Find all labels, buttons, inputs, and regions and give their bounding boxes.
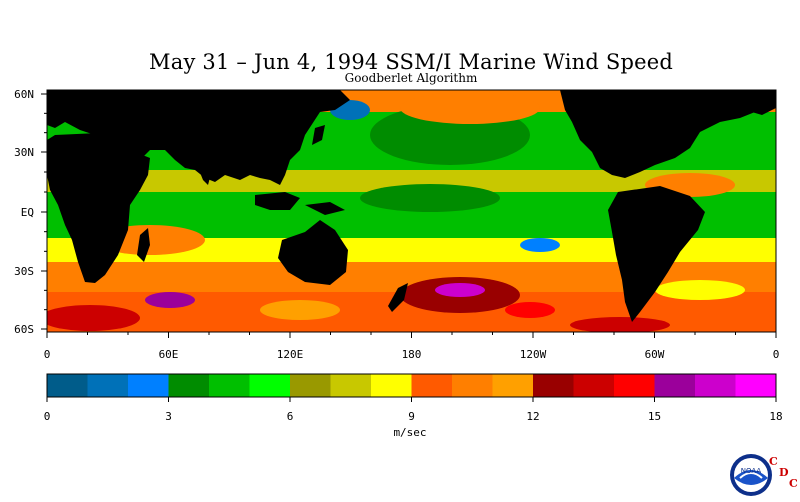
patch-south-atlantic: [655, 280, 745, 300]
land-madagascar: [137, 228, 150, 262]
noaa-logo-text: NOAA: [741, 467, 762, 475]
noaa-logo: NOAA: [728, 452, 776, 502]
colorbar-swatch-3: [168, 374, 210, 397]
lon-label-5: 60W: [645, 348, 665, 361]
colorbar-swatch-16: [695, 374, 736, 397]
lon-label-6: 0: [773, 348, 780, 361]
land-greenland: [740, 90, 776, 115]
colorbar-swatch-8: [371, 374, 412, 397]
lon-label-1: 60E: [159, 348, 179, 361]
lat-label-1: 30N: [14, 146, 34, 159]
colorbar-swatch-14: [614, 374, 655, 397]
map-subtitle: Goodberlet Algorithm: [344, 71, 478, 85]
colorbar-label-2: 6: [287, 410, 294, 423]
patch-drake-passage: [570, 317, 670, 332]
noaa-emblem-icon: NOAA: [730, 454, 772, 496]
patch-south-indian-peak: [145, 292, 195, 308]
lon-label-2: 120E: [277, 348, 304, 361]
colorbar-swatch-5: [249, 374, 291, 397]
colorbar: 0 3 6 9 12 15 18: [44, 373, 783, 423]
map-title: May 31 – Jun 4, 1994 SSM/I Marine Wind S…: [149, 50, 673, 74]
colorbar-label-3: 9: [408, 410, 415, 423]
patch-east-pacific-calm: [520, 238, 560, 252]
cdc-letter-d: D: [779, 466, 789, 479]
latitude-axis: 60N 30N EQ 30S 60S: [14, 88, 47, 336]
land-africa: [47, 132, 150, 283]
colorbar-swatch-1: [87, 374, 129, 397]
lon-label-3: 180: [402, 348, 422, 361]
land-new-zealand: [388, 283, 408, 312]
colorbar-label-1: 3: [165, 410, 172, 423]
lon-label-4: 120W: [520, 348, 547, 361]
patch-south-of-australia: [260, 300, 340, 320]
cdc-letter-c1: C: [769, 455, 778, 468]
lat-label-3: 30S: [14, 265, 34, 278]
land-europe-asia: [47, 90, 350, 185]
land-borneo-indonesia: [255, 192, 300, 210]
colorbar-swatch-12: [533, 374, 574, 397]
land-india: [197, 150, 215, 185]
longitude-axis: 0 60E 120E 180 120W 60W 0: [44, 332, 780, 361]
patch-north-pacific-westerlies: [400, 92, 540, 124]
colorbar-swatch-10: [452, 374, 493, 397]
patch-west-pacific: [360, 184, 500, 212]
colorbar-label-6: 18: [769, 410, 782, 423]
colorbar-swatch-11: [492, 374, 534, 397]
colorbar-swatch-9: [411, 374, 453, 397]
land-south-america: [608, 186, 705, 322]
lat-label-2: EQ: [21, 206, 34, 219]
patch-south-pacific-gust: [505, 302, 555, 318]
colorbar-swatch-4: [209, 374, 250, 397]
lon-label-0: 0: [44, 348, 51, 361]
colorbar-swatch-2: [128, 374, 169, 397]
land-north-america: [560, 90, 776, 178]
land-new-guinea: [305, 202, 345, 215]
cdc-letter-c2: C: [789, 477, 798, 490]
colorbar-unit-label: m/sec: [393, 426, 427, 439]
land-masses: [47, 90, 776, 322]
colorbar-swatch-0: [47, 374, 88, 397]
colorbar-swatch-7: [330, 374, 372, 397]
colorbar-swatch-17: [735, 374, 777, 397]
land-japan: [312, 125, 325, 145]
land-australia: [278, 220, 348, 285]
colorbar-swatch-6: [290, 374, 331, 397]
colorbar-label-4: 12: [526, 410, 539, 423]
colorbar-swatch-13: [573, 374, 615, 397]
lat-label-4: 60S: [14, 323, 34, 336]
patch-south-pacific-peak: [435, 283, 485, 297]
colorbar-swatch-15: [654, 374, 696, 397]
colorbar-label-0: 0: [44, 410, 51, 423]
colorbar-label-5: 15: [648, 410, 661, 423]
patch-south-indian-storm: [47, 305, 140, 331]
lat-label-0: 60N: [14, 88, 34, 101]
